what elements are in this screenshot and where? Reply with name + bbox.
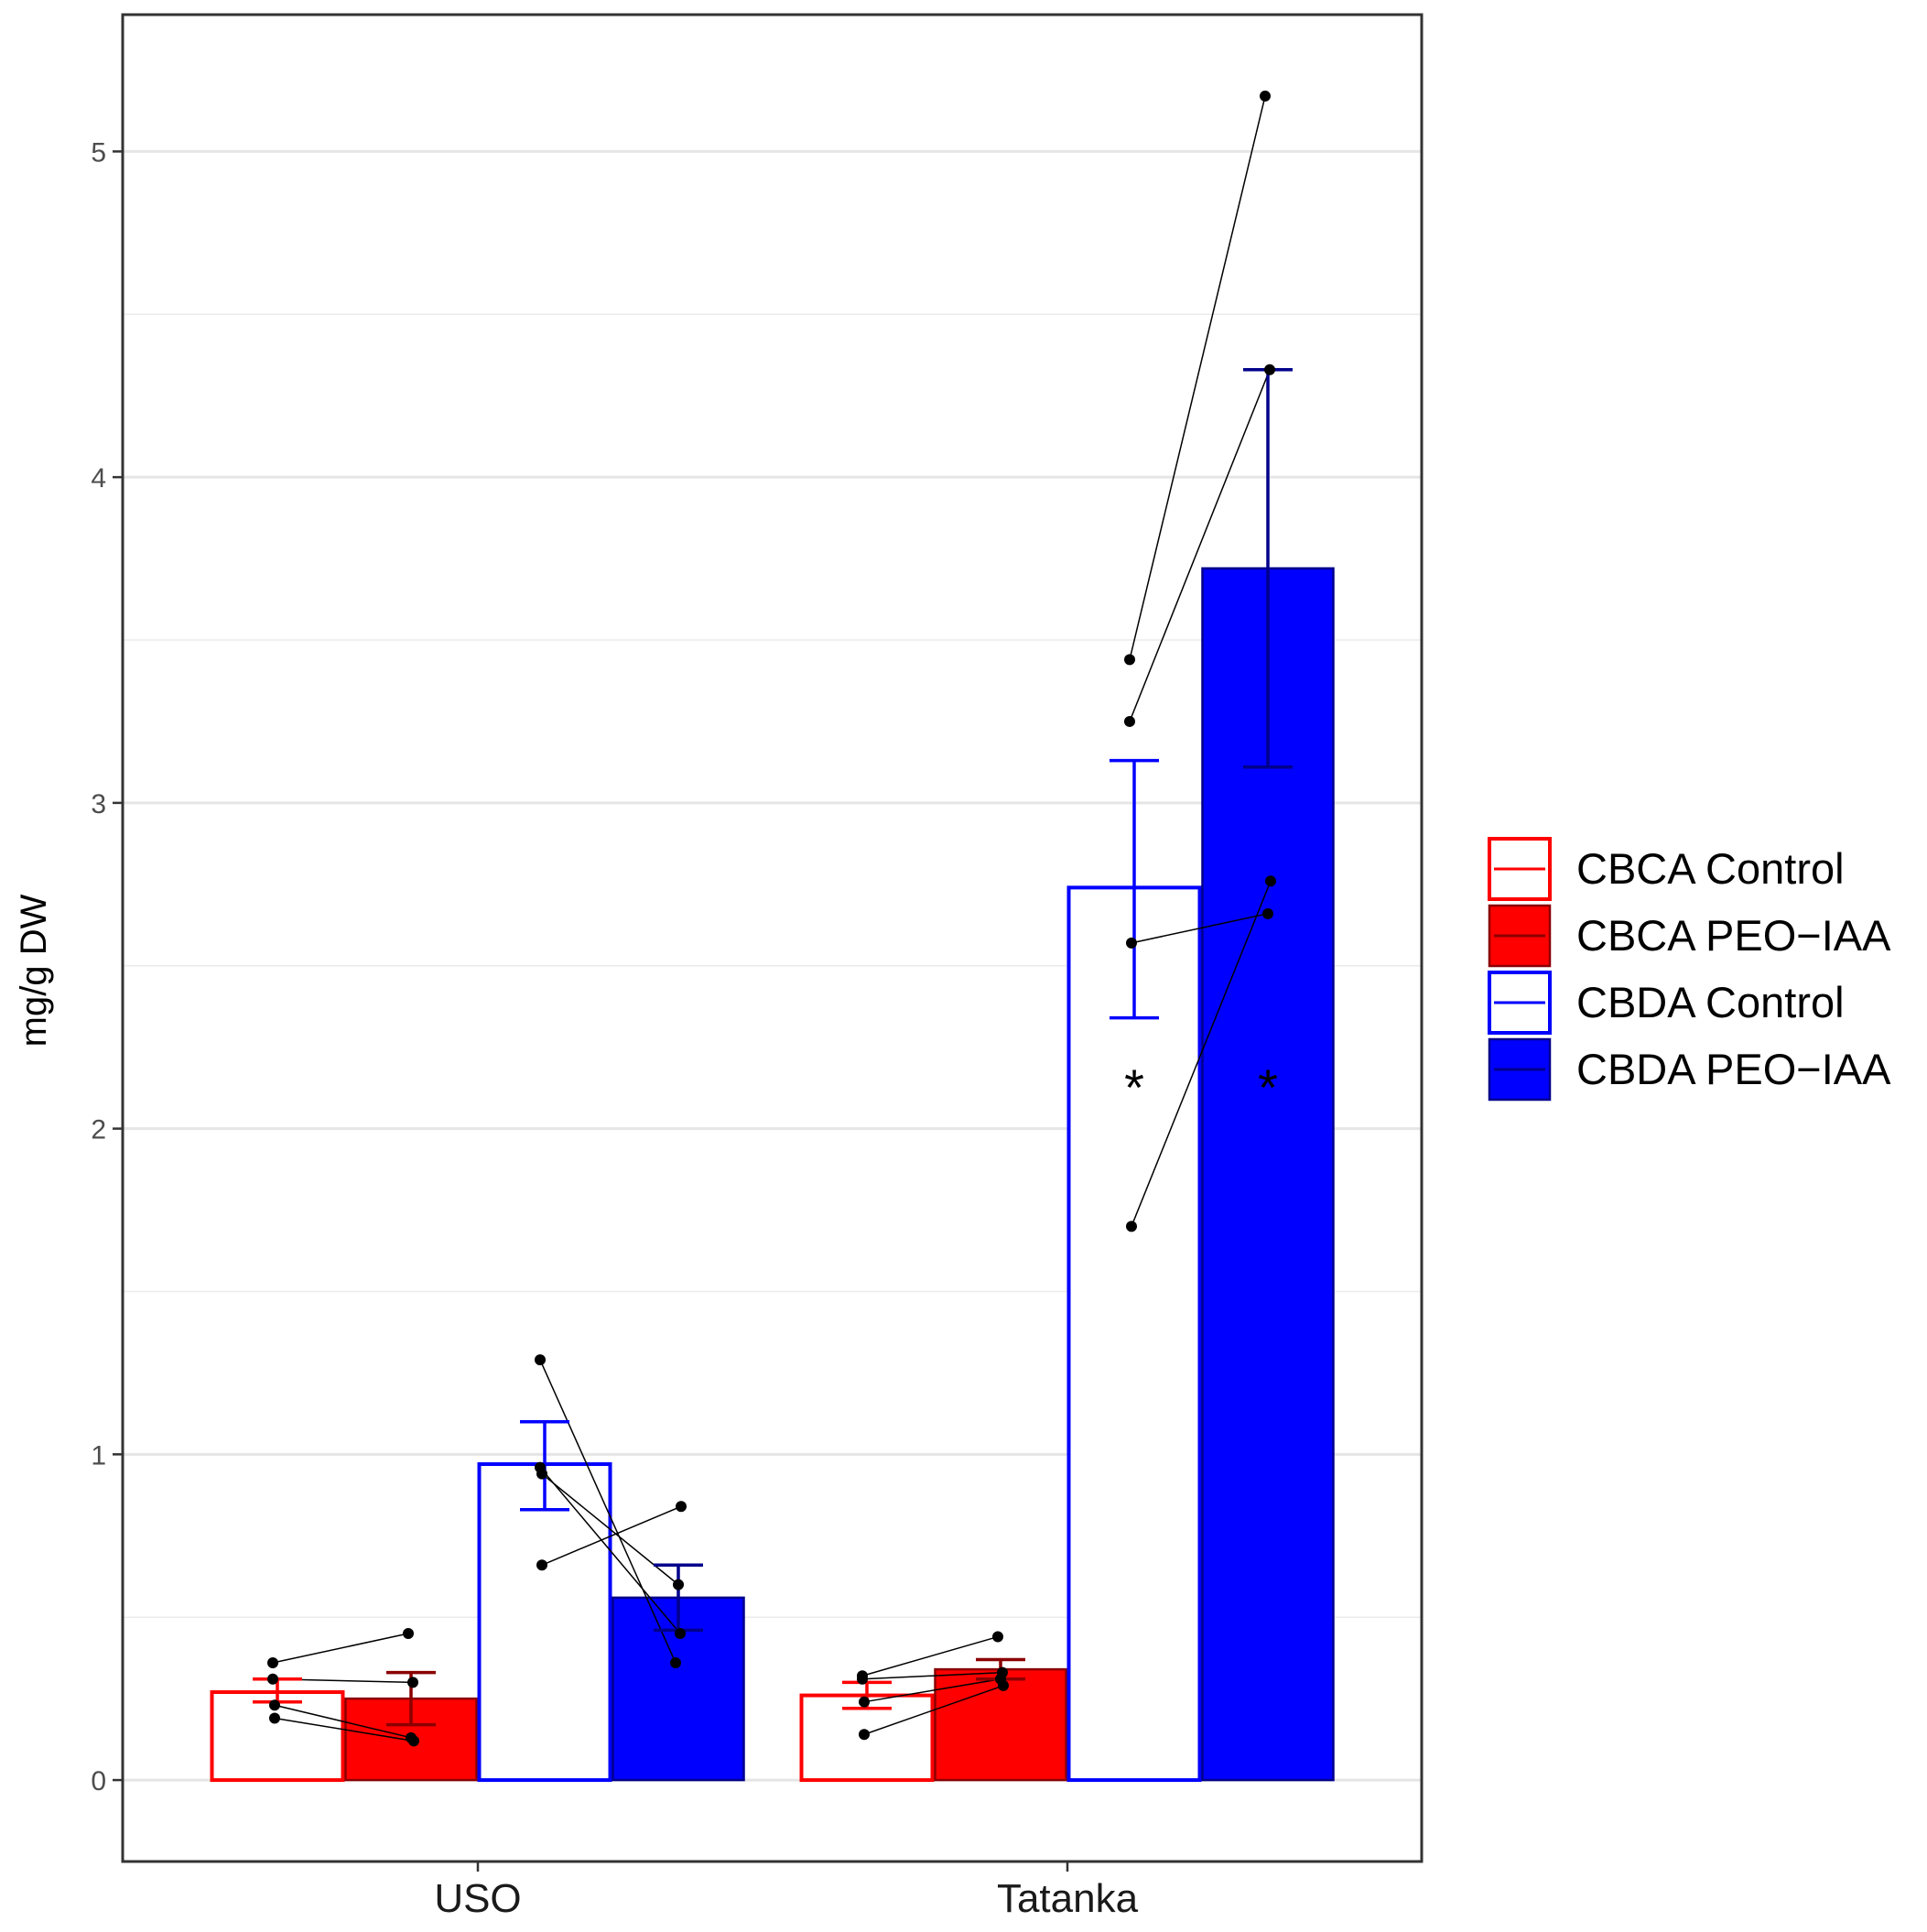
y-tick-label: 3 xyxy=(91,789,106,819)
x-tick-label: USO xyxy=(434,1876,521,1921)
data-point xyxy=(859,1696,870,1708)
data-point xyxy=(269,1712,280,1724)
significance-marks: * * xyxy=(1124,1058,1278,1116)
data-point xyxy=(536,1468,547,1480)
legend-label: CBDA PEO−IAA xyxy=(1576,1045,1891,1093)
data-point xyxy=(1264,364,1275,375)
paired-line xyxy=(1131,913,1269,944)
data-point xyxy=(673,1579,684,1590)
data-point xyxy=(1124,715,1135,727)
paired-line xyxy=(861,1671,1003,1680)
data-point xyxy=(857,1673,868,1685)
paired-line xyxy=(861,1635,999,1677)
bar xyxy=(1066,885,1202,1783)
data-point xyxy=(1124,654,1135,666)
data-point xyxy=(1126,937,1137,949)
data-point xyxy=(535,1354,546,1366)
paired-line xyxy=(539,1359,677,1664)
paired-line xyxy=(274,1717,415,1742)
legend-label: CBDA Control xyxy=(1576,978,1845,1026)
data-point xyxy=(1260,90,1271,102)
legend-label: CBCA Control xyxy=(1576,844,1845,893)
x-tick-label: Tatanka xyxy=(997,1876,1139,1921)
significance-asterisk: * xyxy=(1258,1058,1278,1116)
x-axis: USO Tatanka xyxy=(434,1861,1139,1921)
data-point xyxy=(859,1729,870,1741)
paired-lines xyxy=(272,95,1272,1742)
paired-line xyxy=(1131,880,1272,1227)
paired-line xyxy=(272,1633,409,1664)
data-point xyxy=(408,1735,419,1747)
paired-line xyxy=(539,1467,681,1634)
paired-line xyxy=(1129,95,1266,660)
data-point xyxy=(1262,907,1273,919)
data-point xyxy=(536,1559,547,1571)
y-tick-label: 1 xyxy=(91,1440,106,1471)
paired-line xyxy=(274,1704,412,1739)
bar xyxy=(477,1462,612,1783)
data-point xyxy=(1126,1221,1137,1232)
data-point xyxy=(998,1679,1009,1691)
data-point xyxy=(670,1657,681,1669)
error-bars xyxy=(253,367,1293,1727)
y-tick-label: 5 xyxy=(91,137,106,168)
data-point xyxy=(407,1677,418,1688)
data-point xyxy=(675,1627,686,1639)
significance-asterisk: * xyxy=(1124,1058,1144,1116)
y-axis-title: mg/g DW xyxy=(14,894,54,1047)
data-point xyxy=(269,1699,280,1711)
legend-label: CBCA PEO−IAA xyxy=(1576,911,1891,960)
y-axis: 0 1 2 3 4 5 xyxy=(91,137,123,1796)
paired-line xyxy=(541,1505,682,1566)
data-point xyxy=(267,1673,278,1685)
paired-line xyxy=(1129,369,1271,722)
y-tick-label: 2 xyxy=(91,1115,106,1145)
panel-border xyxy=(121,13,1424,1863)
plot-frame xyxy=(121,13,1424,1863)
legend: CBCA Control CBCA PEO−IAA CBDA Control CBDA… xyxy=(1488,837,1891,1102)
data-point xyxy=(403,1627,414,1639)
paired-line xyxy=(863,1685,1004,1735)
data-point xyxy=(992,1631,1003,1643)
y-tick-label: 0 xyxy=(91,1766,106,1796)
bars xyxy=(210,567,1335,1783)
data-point xyxy=(267,1657,278,1669)
paired-line xyxy=(863,1678,1001,1703)
data-point xyxy=(676,1501,687,1513)
y-tick-label: 4 xyxy=(91,463,106,494)
data-points xyxy=(267,90,1276,1747)
data-point xyxy=(1265,875,1276,887)
